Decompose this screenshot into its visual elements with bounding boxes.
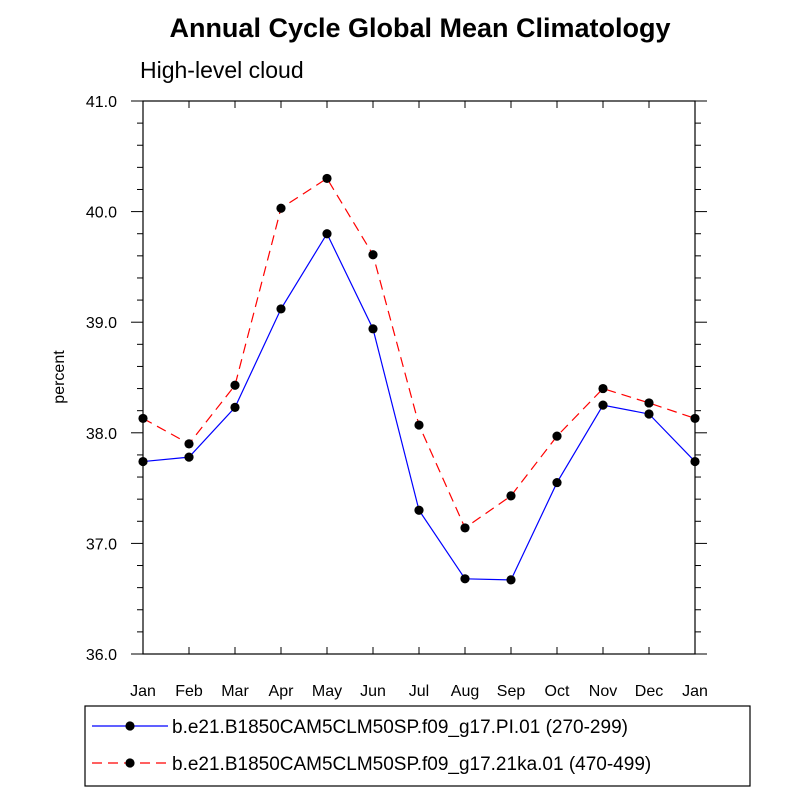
chart-subtitle: High-level cloud	[140, 57, 304, 83]
x-tick-label: Jun	[360, 683, 386, 700]
data-point-series-2	[230, 380, 240, 390]
data-point-series-2	[506, 491, 516, 501]
x-tick-label: Jan	[130, 683, 156, 700]
y-tick-label: 39.0	[86, 315, 117, 332]
x-tick-label: Feb	[175, 683, 203, 700]
y-tick-label: 40.0	[86, 205, 117, 222]
x-tick-label: Nov	[589, 683, 617, 700]
data-point-series-1	[460, 574, 470, 584]
data-point-series-1	[552, 477, 562, 488]
legend-box	[84, 705, 751, 787]
data-point-series-2	[276, 203, 286, 213]
data-point-series-1	[598, 400, 608, 410]
data-point-series-2	[368, 250, 378, 260]
data-point-series-2	[460, 523, 470, 533]
data-point-series-1	[506, 575, 516, 585]
x-tick-label: Sep	[497, 683, 526, 700]
data-point-series-1	[184, 452, 194, 462]
legend-label-2: b.e21.B1850CAM5CLM50SP.f09_g17.21ka.01 (…	[172, 754, 651, 775]
data-point-series-1	[230, 402, 240, 412]
x-tick-label: Jan	[682, 683, 708, 700]
data-point-series-2	[598, 383, 608, 394]
y-axis-label: percent	[51, 350, 68, 404]
x-tick-label: Mar	[221, 683, 249, 700]
y-tick-label: 41.0	[86, 94, 117, 111]
data-point-series-2	[552, 431, 562, 441]
data-point-series-1	[368, 324, 378, 334]
y-tick-label: 38.0	[86, 426, 117, 443]
x-tick-label: Apr	[269, 683, 295, 700]
legend-label-1: b.e21.B1850CAM5CLM50SP.f09_g17.PI.01 (27…	[172, 717, 628, 738]
legend: b.e21.B1850CAM5CLM50SP.f09_g17.PI.01 (27…	[92, 717, 651, 775]
y-tick-label: 36.0	[86, 647, 117, 664]
plot-frame	[142, 100, 696, 655]
data-point-series-1	[414, 505, 424, 515]
x-tick-label: Jul	[409, 683, 429, 700]
data-point-series-2	[644, 398, 654, 408]
series-line-2	[142, 177, 696, 529]
legend-marker-1	[125, 721, 135, 731]
data-point-series-2	[414, 420, 424, 430]
data-point-series-1	[322, 229, 332, 239]
x-tick-label: May	[312, 683, 342, 700]
y-tick-label: 37.0	[86, 536, 117, 553]
data-point-series-1	[644, 409, 654, 419]
data-point-series-2	[322, 173, 332, 184]
x-tick-label: Aug	[451, 683, 479, 700]
legend-marker-2	[125, 758, 135, 768]
x-tick-label: Oct	[545, 683, 570, 700]
data-point-series-1	[276, 304, 286, 314]
data-point-series-2	[184, 439, 194, 449]
x-tick-label: Dec	[635, 683, 663, 700]
series-line-1	[142, 232, 696, 581]
chart-title: Annual Cycle Global Mean Climatology	[169, 13, 670, 43]
